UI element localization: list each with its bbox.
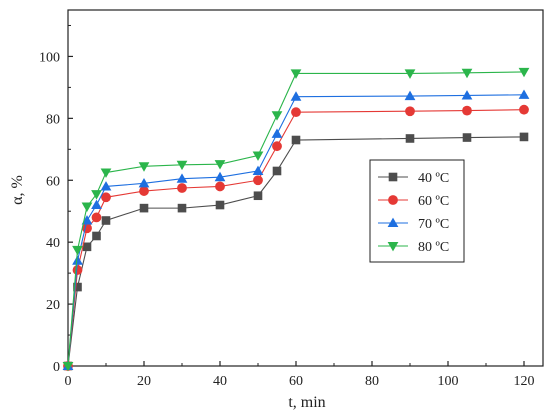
data-point (461, 68, 473, 79)
legend-marker (387, 217, 399, 228)
data-point (139, 203, 149, 213)
data-point (271, 111, 283, 121)
data-point (176, 160, 188, 171)
data-point (518, 89, 530, 99)
data-point (215, 200, 225, 210)
data-point (100, 168, 112, 178)
data-point (253, 191, 263, 201)
legend-box (369, 159, 465, 263)
y-tick-label: 20 (46, 298, 60, 313)
y-tick-label: 80 (46, 112, 60, 127)
legend-marker (388, 172, 398, 182)
data-point (177, 183, 187, 193)
legend-marker (387, 241, 399, 252)
data-point (518, 67, 530, 78)
data-point (404, 69, 416, 79)
legend: 40 ºC 60 ºC 70 ºC 80 ºC (369, 159, 465, 263)
data-point (290, 69, 302, 79)
data-point (62, 361, 74, 372)
data-point (291, 107, 301, 118)
data-point (291, 135, 301, 145)
data-point (290, 91, 302, 101)
data-point (405, 134, 415, 143)
y-tick-label: 0 (53, 360, 60, 375)
data-point (253, 175, 263, 186)
data-point (519, 104, 529, 115)
x-tick-label: 100 (438, 374, 459, 389)
data-point (272, 141, 282, 152)
data-point (138, 177, 150, 188)
data-point (72, 265, 83, 275)
data-point (91, 190, 102, 200)
data-point (81, 215, 93, 225)
y-axis: 0 20 40 60 80 100 (39, 24, 73, 375)
data-point (252, 165, 264, 176)
data-point (176, 173, 188, 183)
data-point (82, 242, 92, 252)
data-point (272, 166, 282, 176)
x-tick-label: 40 (213, 374, 227, 389)
y-tick-label: 100 (39, 50, 60, 65)
data-point (404, 90, 416, 101)
x-axis-title: t, min (288, 394, 325, 411)
data-point (177, 203, 187, 213)
data-point (215, 181, 225, 192)
legend-label: 70 ºC (418, 217, 449, 232)
x-tick-label: 120 (514, 374, 535, 389)
data-point (101, 216, 111, 225)
series-layer (62, 67, 530, 372)
data-point (81, 202, 93, 212)
x-axis: 0 20 40 60 80 100 120 (65, 361, 535, 389)
x-tick-label: 60 (289, 374, 303, 389)
data-point (73, 282, 82, 292)
data-point (462, 105, 472, 116)
data-point (271, 128, 283, 138)
data-point (138, 162, 150, 172)
y-axis-title: α, % (9, 175, 26, 205)
data-point (101, 192, 111, 203)
data-point (519, 132, 529, 142)
legend-label: 60 ºC (418, 194, 449, 209)
data-point (139, 186, 149, 196)
plot-area (67, 9, 544, 367)
series-4 (62, 67, 530, 372)
data-point (91, 212, 102, 223)
legend-marker (388, 195, 398, 205)
y-tick-label: 60 (46, 174, 60, 189)
x-tick-label: 80 (365, 374, 379, 389)
data-point (214, 160, 226, 170)
x-tick-label: 20 (137, 374, 151, 389)
x-tick-label: 0 (65, 374, 72, 389)
legend-label: 40 ºC (418, 171, 449, 186)
data-point (72, 255, 83, 265)
data-point (405, 106, 415, 117)
data-point (91, 199, 102, 210)
data-point (82, 223, 92, 234)
data-point (252, 151, 264, 161)
data-point (462, 133, 472, 142)
data-point (461, 90, 473, 100)
data-point (92, 231, 101, 241)
data-point (100, 181, 112, 191)
legend-label: 80 ºC (418, 240, 449, 255)
plot-frame (67, 9, 544, 367)
y-tick-label: 40 (46, 236, 60, 251)
data-point (72, 245, 83, 256)
data-point (214, 171, 226, 182)
